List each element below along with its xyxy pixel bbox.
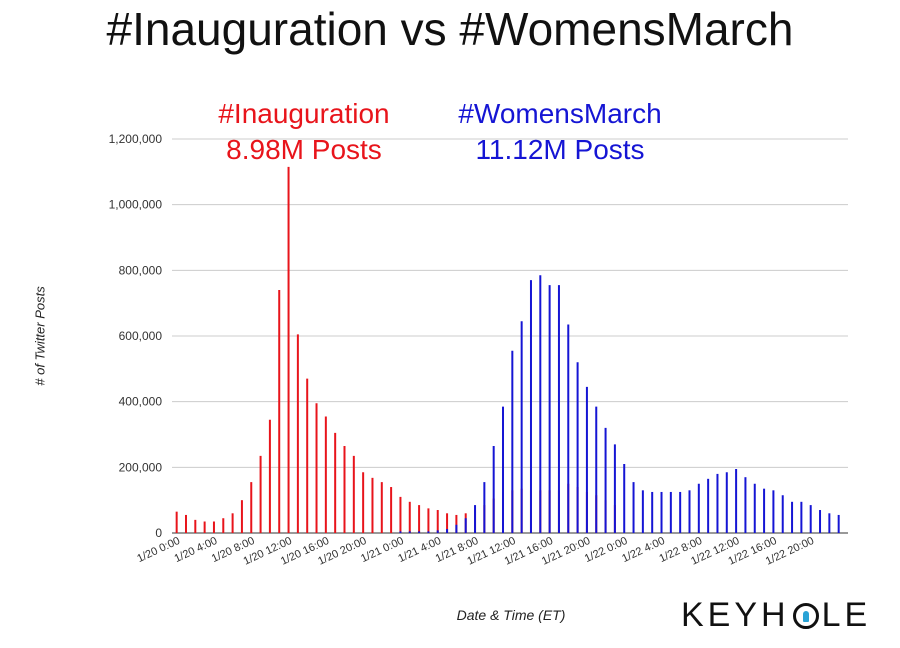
y-tick-label: 400,000 <box>119 395 163 409</box>
y-tick-label: 1,000,000 <box>109 198 163 212</box>
keyhole-logo: KEYH LE <box>681 596 871 635</box>
womensmarch-label: #WomensMarch <box>458 98 662 129</box>
y-tick-label: 800,000 <box>119 263 163 277</box>
inauguration-label: #Inauguration <box>218 98 390 129</box>
x-axis-label: Date & Time (ET) <box>456 607 566 623</box>
y-tick-label: 1,200,000 <box>109 132 163 146</box>
y-tick-label: 600,000 <box>119 329 163 343</box>
logo-text-suffix: LE <box>821 596 872 634</box>
keyhole-icon <box>792 602 819 629</box>
logo-text-prefix: KEYH <box>681 596 790 634</box>
y-tick-label: 200,000 <box>119 460 163 474</box>
y-tick-label: 0 <box>155 526 162 540</box>
chart-title: #Inauguration vs #WomensMarch <box>106 3 794 55</box>
